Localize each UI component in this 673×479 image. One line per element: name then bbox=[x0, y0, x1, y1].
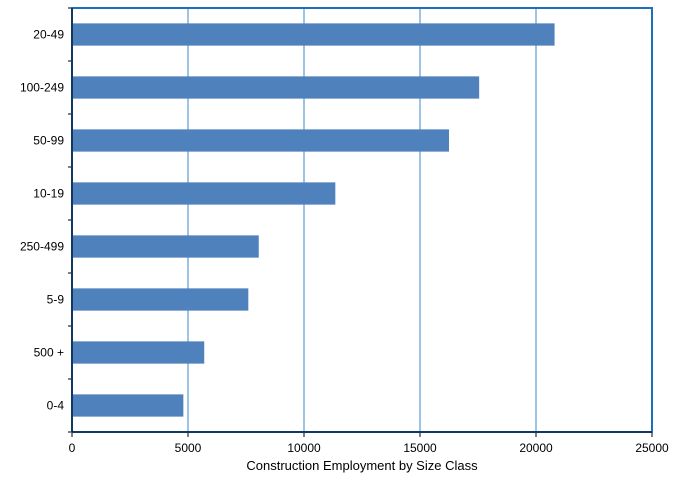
y-tick-label: 5-9 bbox=[47, 293, 65, 307]
bars bbox=[72, 23, 555, 417]
y-tick-label: 50-99 bbox=[33, 134, 64, 148]
bar bbox=[72, 129, 449, 152]
bar bbox=[72, 235, 259, 258]
x-tick-label: 20000 bbox=[519, 441, 553, 455]
y-tick-label: 100-249 bbox=[20, 81, 64, 95]
gridlines bbox=[187, 8, 537, 432]
bar bbox=[72, 341, 205, 364]
plot-area-border bbox=[71, 7, 653, 433]
bar bbox=[72, 76, 480, 99]
y-tick-label: 20-49 bbox=[33, 28, 64, 42]
x-axis-title: Construction Employment by Size Class bbox=[246, 458, 478, 473]
x-tick-label: 0 bbox=[69, 441, 76, 455]
x-tick-label: 10000 bbox=[287, 441, 321, 455]
x-tick-label: 15000 bbox=[403, 441, 437, 455]
labels: 0 5000 10000 15000 20000 25000 20-49 100-249 50-… bbox=[20, 28, 669, 456]
y-tick-label: 10-19 bbox=[33, 187, 64, 201]
y-tick-label: 0-4 bbox=[47, 399, 65, 413]
y-tick-label: 500 + bbox=[34, 346, 64, 360]
bar bbox=[72, 182, 336, 205]
bar bbox=[72, 288, 249, 311]
y-tick-label: 250-499 bbox=[20, 240, 64, 254]
x-tick-label: 5000 bbox=[175, 441, 202, 455]
bar bbox=[72, 394, 184, 417]
axes bbox=[68, 7, 653, 437]
bar bbox=[72, 23, 555, 46]
x-tick-label: 25000 bbox=[635, 441, 669, 455]
